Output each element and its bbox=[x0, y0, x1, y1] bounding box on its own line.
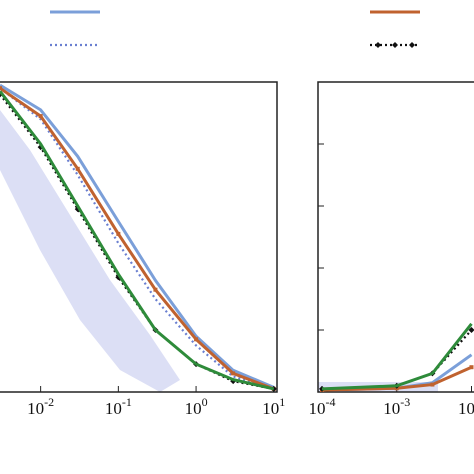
series-line bbox=[321, 365, 473, 392]
series-marker bbox=[468, 327, 474, 333]
series-line bbox=[0, 86, 275, 391]
panel: 10-4 10-3 10-2 bbox=[309, 81, 474, 418]
x-tick-label: 100 bbox=[185, 395, 208, 418]
series-marker bbox=[38, 114, 43, 119]
x-tick-label: 10-4 bbox=[309, 395, 336, 418]
legend bbox=[50, 10, 420, 48]
range-band bbox=[0, 110, 180, 392]
series-line bbox=[0, 87, 275, 390]
series-marker bbox=[231, 371, 236, 376]
series-marker bbox=[153, 287, 158, 292]
series-marker bbox=[194, 337, 199, 342]
x-tick-label: 10-3 bbox=[383, 395, 410, 418]
series-group bbox=[319, 322, 474, 392]
legend-marker bbox=[409, 42, 415, 48]
series-marker bbox=[116, 231, 121, 236]
series-marker bbox=[430, 382, 435, 387]
series-line bbox=[0, 83, 275, 389]
plot-frame bbox=[317, 81, 474, 393]
series-marker bbox=[75, 166, 80, 171]
x-tick-label: 101 bbox=[262, 395, 285, 418]
series-marker bbox=[469, 365, 474, 370]
x-tick-label: 10-1 bbox=[105, 395, 132, 418]
series-line bbox=[0, 90, 275, 391]
x-tick-label: 10-2 bbox=[458, 395, 474, 418]
series-line bbox=[321, 322, 473, 391]
legend-marker bbox=[392, 42, 398, 48]
series-line bbox=[321, 329, 473, 390]
series-group bbox=[0, 83, 277, 392]
legend-marker bbox=[375, 42, 381, 48]
plot-frame bbox=[0, 81, 278, 393]
x-tick-label: 10-2 bbox=[27, 395, 54, 418]
panel: 10-2 10-1 100 101 bbox=[0, 83, 285, 418]
series-marker bbox=[0, 86, 2, 91]
